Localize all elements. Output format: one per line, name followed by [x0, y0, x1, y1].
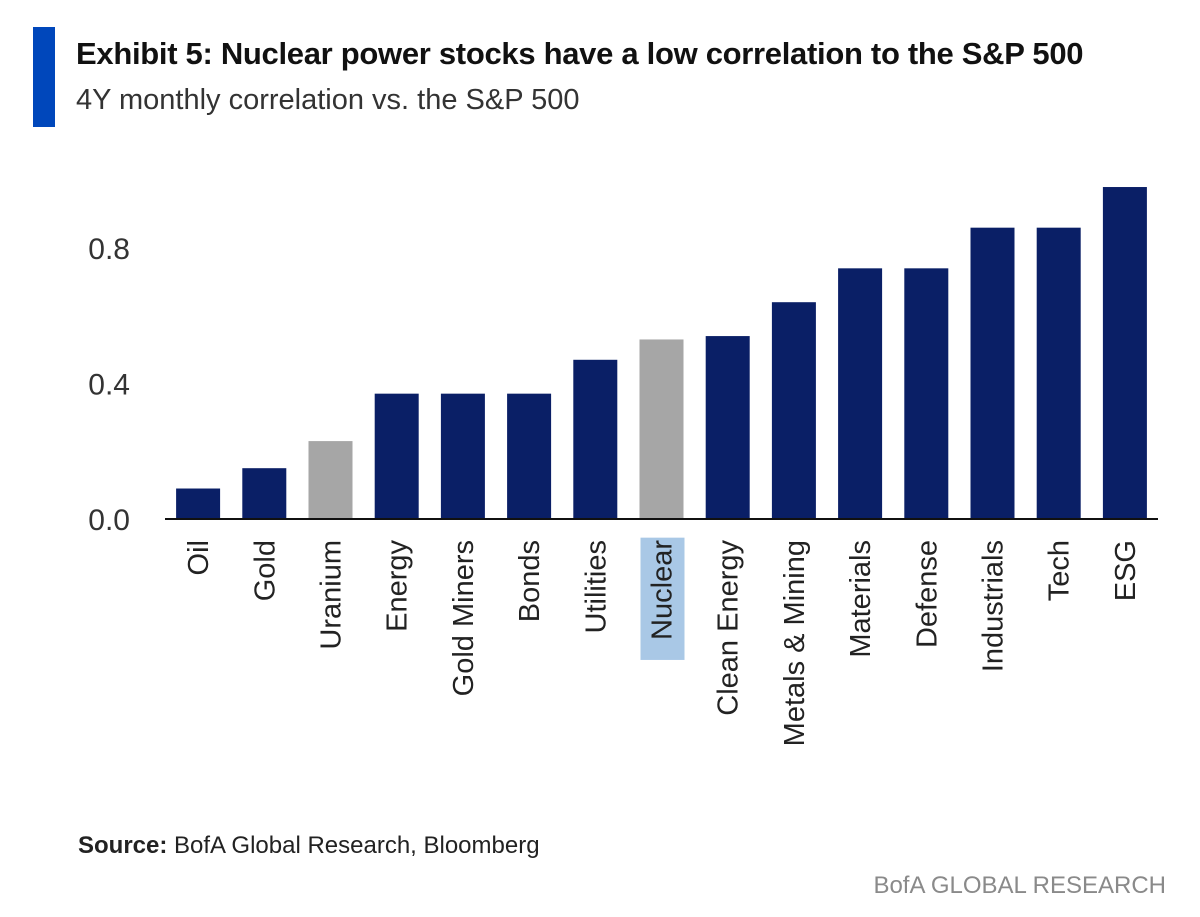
bar-tech	[1036, 227, 1081, 520]
chart-title: Exhibit 5: Nuclear power stocks have a l…	[76, 36, 1084, 71]
x-tick-label-gold: Gold	[249, 540, 281, 601]
x-tick-label-group: Clean Energy	[713, 540, 745, 716]
x-tick-label-metals-and-mining: Metals & Mining	[779, 540, 811, 746]
bar-utilities	[573, 359, 618, 519]
bar-nuclear	[639, 339, 684, 519]
x-tick-label-uranium: Uranium	[316, 540, 348, 650]
x-tick-label-clean-energy: Clean Energy	[713, 540, 745, 716]
brand-footer: BofA GLOBAL RESEARCH	[873, 872, 1166, 899]
x-tick-label-group: ESG	[1110, 540, 1142, 601]
source-text: BofA Global Research, Bloomberg	[167, 832, 540, 859]
x-tick-label-group: Uranium	[316, 540, 348, 650]
x-tick-label-highlight	[640, 537, 685, 660]
x-tick-label-group: Gold	[249, 540, 281, 601]
x-tick-label-group: Metals & Mining	[779, 540, 811, 746]
x-tick-label-nuclear: Nuclear	[647, 540, 679, 640]
bar-bonds	[507, 393, 552, 519]
x-tick-label-group: Materials	[845, 540, 877, 658]
bar-energy	[374, 393, 419, 519]
x-tick-label-utilities: Utilities	[580, 540, 612, 633]
x-tick-label-group: Energy	[382, 540, 414, 632]
x-tick-label-esg: ESG	[1110, 540, 1142, 601]
x-tick-label-oil: Oil	[183, 540, 215, 575]
x-tick-label-gold-miners: Gold Miners	[448, 540, 480, 696]
x-tick-label-group: Defense	[911, 540, 943, 648]
x-tick-label-group: Utilities	[580, 540, 612, 633]
x-tick-label-tech: Tech	[1044, 540, 1076, 601]
x-tick-label-materials: Materials	[845, 540, 877, 658]
x-tick-label-bonds: Bonds	[514, 540, 546, 622]
y-tick-label: 0.8	[88, 233, 130, 266]
x-tick-label-group: Tech	[1044, 540, 1076, 601]
x-tick-label-energy: Energy	[382, 540, 414, 632]
x-tick-label-group: Industrials	[978, 540, 1010, 672]
bar-oil	[176, 488, 221, 519]
x-tick-label-group: Oil	[183, 540, 215, 575]
x-tick-label-group: Nuclear	[640, 537, 685, 660]
x-tick-label-group: Bonds	[514, 540, 546, 622]
source-label: Source:	[78, 832, 168, 859]
accent-bar	[33, 27, 55, 127]
x-tick-label-group: Gold Miners	[448, 540, 480, 696]
bar-metals-and-mining	[771, 302, 816, 519]
bar-gold	[242, 468, 287, 519]
bar-esg	[1102, 187, 1147, 519]
x-tick-label-industrials: Industrials	[978, 540, 1010, 672]
bar-industrials	[970, 227, 1015, 520]
bar-defense	[904, 268, 949, 519]
y-tick-label: 0.0	[88, 504, 130, 537]
bar-gold-miners	[440, 393, 485, 519]
bar-uranium	[308, 441, 353, 519]
bar-clean-energy	[705, 336, 750, 519]
x-tick-label-defense: Defense	[911, 540, 943, 648]
chart-subtitle: 4Y monthly correlation vs. the S&P 500	[76, 84, 580, 116]
bar-materials	[838, 268, 883, 519]
y-tick-label: 0.4	[88, 369, 130, 402]
source-note: Source: BofA Global Research, Bloomberg	[78, 832, 540, 860]
